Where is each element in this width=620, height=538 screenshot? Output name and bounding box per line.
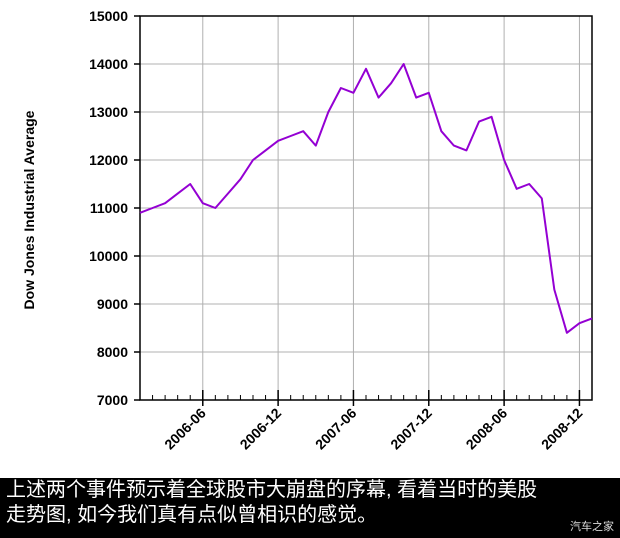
y-tick-label: 11000 <box>90 200 128 216</box>
plot-frame <box>139 15 593 401</box>
y-tick-label: 14000 <box>89 56 128 72</box>
line-series <box>139 63 593 334</box>
y-tick-label: 10000 <box>89 248 128 264</box>
caption: 上述两个事件预示着全球股市大崩盘的序幕, 看着当时的美股 走势图, 如今我们真有… <box>0 478 620 538</box>
x-tick-label: 2008-06 <box>463 405 511 453</box>
x-tick-label: 2007-12 <box>387 405 435 453</box>
y-axis-label: Dow Jones Industrial Average <box>21 110 37 309</box>
y-tick-label: 9000 <box>97 296 128 312</box>
caption-line: 走势图, 如今我们真有点似曾相识的感觉。 <box>6 504 378 526</box>
y-tick-label: 15000 <box>89 8 128 24</box>
chart: Dow Jones Industrial Average 7000 8000 900… <box>21 8 593 453</box>
x-tick-label: 2006-06 <box>161 405 209 453</box>
y-tick-label: 8000 <box>97 344 128 360</box>
x-tick-label: 2008-12 <box>538 405 586 453</box>
x-tick-label: 2006-12 <box>237 405 285 453</box>
y-tick-label: 13000 <box>89 104 128 120</box>
watermark: 汽车之家 <box>570 521 614 533</box>
x-tick-label: 2007-06 <box>312 405 360 453</box>
y-tick-label: 7000 <box>97 392 128 408</box>
caption-line: 上述两个事件预示着全球股市大崩盘的序幕, 看着当时的美股 <box>6 479 538 501</box>
y-tick-label: 12000 <box>89 152 128 168</box>
